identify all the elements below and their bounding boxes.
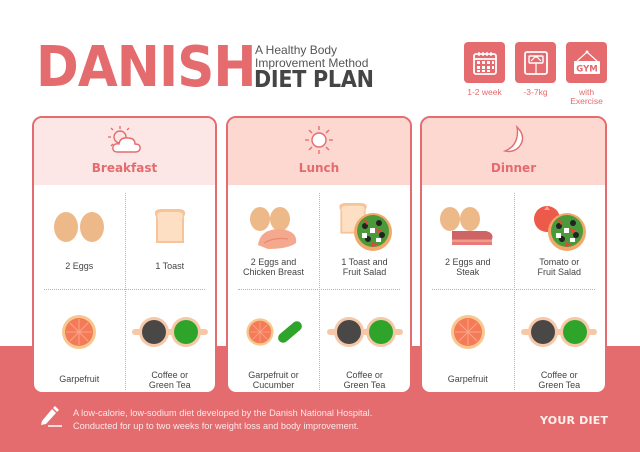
meal-title: Breakfast [91,161,158,175]
badge-duration: 1-2 week [464,42,505,106]
meal-card-breakfast: Breakfast 2 Eggs 1 Toast Garpefruit [32,116,217,394]
food-item: 2 Eggs [34,185,125,289]
food-item: 1 Toast and Fruit Salad [319,185,410,289]
food-grid: 2 Eggs and Chicken Breast 1 Toast and Fr… [228,185,410,392]
eggs-steak-icon [436,199,500,255]
food-item: Coffee or Green Tea [514,290,606,392]
food-label: 2 Eggs and Chicken Breast [242,257,305,277]
food-label: Coffee or Green Tea [343,370,386,390]
divider-vertical [319,193,320,390]
scale-icon [515,42,556,83]
card-header: Dinner [422,118,605,185]
tomato-salad-icon [527,199,591,255]
badge-exercise: GYM with Exercise [566,42,607,106]
food-item: Garpefruit [422,290,514,392]
toast-salad-icon [333,199,397,255]
coffee-tea-icon [519,304,599,360]
meal-card-lunch: Lunch 2 Eggs and Chicken Breast [226,116,412,394]
grapefruit-icon [59,304,99,360]
toast-icon [150,199,190,255]
badge-label-weight: -3-7kg [523,87,548,97]
food-label: 2 Eggs and Steak [444,257,491,277]
divider-horizontal [238,289,400,290]
svg-text:GYM: GYM [576,64,597,74]
coffee-tea-icon [325,304,405,360]
footer-note: A low-calorie, low-sodium diet developed… [73,408,373,431]
gym-sign-icon: GYM [566,42,607,83]
card-header: Breakfast [34,118,215,185]
subtitle: A Healthy Body Improvement Method [255,43,369,70]
food-item: Tomato or Fruit Salad [514,185,606,289]
divider-vertical [124,193,126,390]
food-label: Tomato or Fruit Salad [537,257,582,277]
grapefruit-icon [448,304,488,360]
eggs-chicken-icon [242,199,306,255]
food-item: 1 Toast [125,185,216,289]
pencil-icon [38,405,62,432]
badge-label-exercise: with Exercise [570,87,603,106]
food-label: Garpefruit or Cucumber [248,370,299,390]
title-diet-plan: DIET PLAN [254,67,374,93]
grapefruit-cucumber-icon [242,304,306,360]
food-grid: 2 Eggs 1 Toast Garpefruit Coffee or Gree… [34,185,216,392]
eggs-icon [49,199,109,255]
meal-title: Dinner [490,161,537,175]
brand-label: YOUR DIET [540,414,609,427]
meal-title: Lunch [298,161,340,175]
food-item: Coffee or Green Tea [125,290,216,392]
meal-card-dinner: Dinner 2 Eggs and Steak [420,116,607,394]
sun-icon [303,125,335,155]
food-item: Coffee or Green Tea [319,290,410,392]
title-danish: DANISH [36,35,257,100]
sun-cloud-icon [107,125,143,155]
moon-icon [499,125,529,155]
food-label: Garpefruit [447,374,488,384]
food-grid: 2 Eggs and Steak Tomato or Fruit Salad G… [422,185,606,392]
food-label: 1 Toast [155,261,185,271]
food-label: 1 Toast and Fruit Salad [341,257,388,277]
food-item: Garpefruit [34,290,125,392]
food-label: Garpefruit [59,374,100,384]
badge-weight: -3-7kg [515,42,556,106]
food-label: Coffee or Green Tea [148,370,191,390]
divider-vertical [513,193,515,390]
coffee-tea-icon [130,304,210,360]
divider-horizontal [44,289,205,290]
food-item: Garpefruit or Cucumber [228,290,319,392]
food-item: 2 Eggs and Chicken Breast [228,185,319,289]
badge-group: 1-2 week -3-7kg GYM with Exercise [464,42,607,106]
food-item: 2 Eggs and Steak [422,185,514,289]
food-label: 2 Eggs [65,261,94,271]
food-label: Coffee or Green Tea [538,370,581,390]
divider-horizontal [432,289,595,290]
calendar-icon [464,42,505,83]
card-header: Lunch [228,118,410,185]
badge-label-duration: 1-2 week [467,87,502,97]
